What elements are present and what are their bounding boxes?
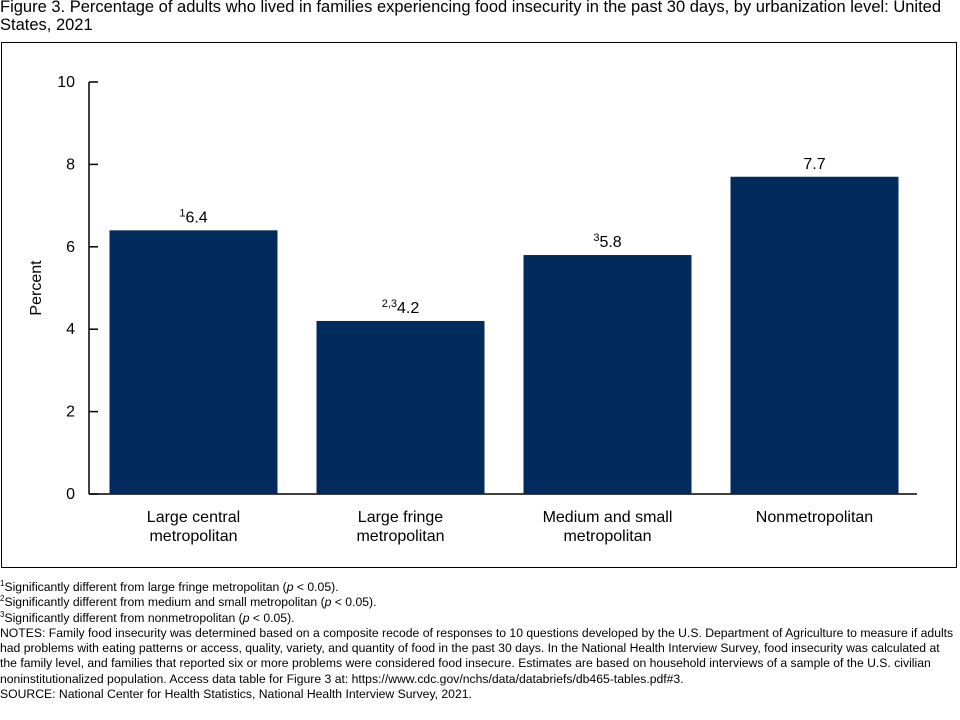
y-tick-label: 6 [66, 239, 75, 256]
footnote-3-tail: < 0.05). [249, 610, 295, 625]
footnote-1: 1Significantly different from large frin… [0, 578, 955, 595]
footnote-2-marker: 2 [0, 594, 5, 604]
footnote-2: 2Significantly different from medium and… [0, 595, 955, 610]
value-number: 6.4 [185, 209, 207, 226]
value-label: 7.7 [803, 156, 825, 173]
bar [730, 176, 899, 494]
category-label: Large fringe [358, 509, 443, 526]
value-label: 16.4 [179, 207, 207, 226]
value-number: 5.8 [599, 234, 621, 251]
category-label: metropolitan [149, 528, 237, 545]
source-text: SOURCE: National Center for Health Stati… [0, 687, 472, 702]
category-label: Nonmetropolitan [756, 509, 873, 526]
y-tick-label: 10 [57, 74, 75, 91]
footnote-3-p: p [242, 610, 250, 625]
y-tick-label: 2 [66, 404, 75, 421]
footnote-1-marker: 1 [0, 578, 5, 588]
chart-title: Figure 3. Percentage of adults who lived… [0, 0, 942, 34]
footnote-3-text: Significantly different from nonmetropol… [4, 610, 243, 625]
footnote-3-marker: 3 [0, 609, 5, 619]
notes-text: NOTES: Family food insecurity was determ… [0, 625, 954, 686]
footnote-2-text: Significantly different from medium and … [4, 595, 325, 610]
value-superscript: 3 [593, 232, 599, 244]
footnote-1-tail: < 0.05). [293, 580, 339, 594]
footnote-2-tail: < 0.05). [331, 595, 377, 610]
y-axis-label: Percent [28, 260, 45, 316]
footnote-3: 3Significantly different from nonmetropo… [0, 609, 955, 626]
y-tick-label: 0 [66, 486, 75, 503]
bar [109, 230, 278, 494]
value-superscript: 1 [179, 207, 185, 219]
chart-frame [1, 42, 957, 568]
category-label: Large central [147, 509, 240, 526]
footnote-2-p: p [324, 595, 332, 610]
value-label: 35.8 [593, 232, 621, 251]
category-label: metropolitan [563, 528, 651, 545]
category-label: Medium and small [543, 509, 673, 526]
bar [523, 255, 692, 494]
value-number: 4.2 [397, 300, 419, 317]
value-superscript: 2,3 [382, 298, 397, 310]
value-label: 2,34.2 [382, 298, 420, 317]
footnote-1-text: Significantly different from large fring… [4, 580, 287, 594]
y-tick-label: 8 [66, 156, 75, 173]
footnote-1-p: p [286, 580, 294, 594]
footnotes: 1Significantly different from large frin… [0, 578, 955, 702]
bar [316, 320, 485, 494]
y-tick-label: 4 [66, 321, 75, 338]
category-label: metropolitan [356, 528, 444, 545]
